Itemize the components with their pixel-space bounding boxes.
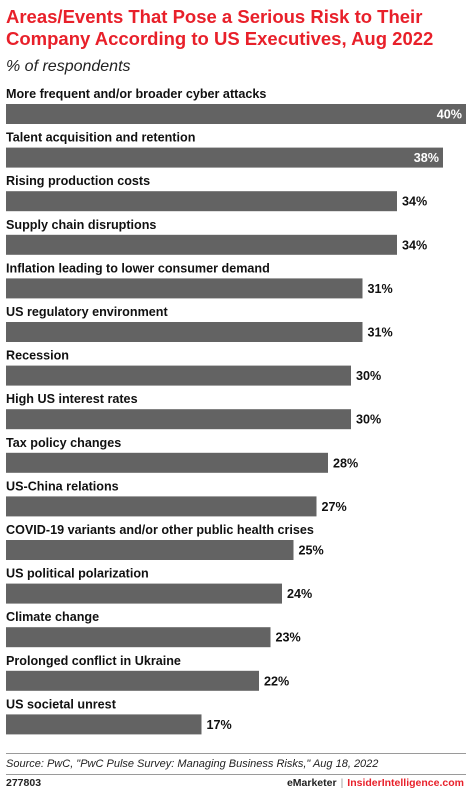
category-label: COVID-19 variants and/or other public he… xyxy=(6,523,314,537)
category-label: Prolonged conflict in Ukraine xyxy=(6,654,181,668)
bar xyxy=(6,278,363,299)
value-label: 28% xyxy=(333,456,358,470)
value-label: 23% xyxy=(276,631,301,645)
bar xyxy=(6,191,397,212)
category-label: US societal unrest xyxy=(6,697,117,711)
bar-chart: More frequent and/or broader cyber attac… xyxy=(6,87,466,735)
value-label: 40% xyxy=(437,108,462,122)
bar xyxy=(6,365,351,386)
bar xyxy=(6,322,363,342)
value-label: 30% xyxy=(356,413,381,427)
brand-credit: eMarketer | InsiderIntelligence.com xyxy=(287,777,464,789)
category-label: More frequent and/or broader cyber attac… xyxy=(6,87,266,101)
category-label: US-China relations xyxy=(6,479,119,493)
bar xyxy=(6,583,282,604)
category-label: Climate change xyxy=(6,610,99,624)
source-divider xyxy=(6,753,466,754)
category-label: Tax policy changes xyxy=(6,436,121,450)
chart-subtitle: % of respondents xyxy=(6,58,131,75)
brand-emarketer: eMarketer xyxy=(286,777,337,789)
brand-insiderintelligence: InsiderIntelligence.com xyxy=(347,777,464,789)
category-label: US regulatory environment xyxy=(6,305,168,319)
value-label: 31% xyxy=(368,326,393,340)
brand-separator: | xyxy=(340,777,344,789)
bar xyxy=(6,714,202,735)
bar xyxy=(6,234,397,255)
category-label: US political polarization xyxy=(6,567,149,581)
category-label: Talent acquisition and retention xyxy=(6,131,195,145)
value-label: 34% xyxy=(402,195,427,209)
value-label: 27% xyxy=(322,500,347,514)
value-label: 38% xyxy=(414,151,439,165)
value-label: 17% xyxy=(207,718,232,732)
value-label: 30% xyxy=(356,369,381,383)
category-label: Inflation leading to lower consumer dema… xyxy=(6,261,270,275)
bar xyxy=(6,496,317,517)
footer-divider xyxy=(6,774,466,775)
bar xyxy=(6,452,328,473)
value-label: 24% xyxy=(287,587,312,601)
value-label: 34% xyxy=(402,238,427,252)
chart-id: 277803 xyxy=(6,777,42,789)
chart-title: Areas/Events That Pose a Serious Risk to… xyxy=(6,6,434,49)
bar xyxy=(6,627,271,648)
category-label: Recession xyxy=(6,349,69,363)
bar xyxy=(6,409,351,430)
value-label: 31% xyxy=(368,282,393,296)
source-note: Source: PwC, "PwC Pulse Survey: Managing… xyxy=(6,758,379,770)
category-label: Supply chain disruptions xyxy=(6,218,156,232)
bar xyxy=(6,104,466,124)
bar xyxy=(6,147,443,168)
category-label: High US interest rates xyxy=(6,392,138,406)
value-label: 25% xyxy=(299,544,324,558)
bar xyxy=(6,540,294,560)
bar xyxy=(6,670,259,691)
value-label: 22% xyxy=(264,674,289,688)
category-label: Rising production costs xyxy=(6,174,150,188)
